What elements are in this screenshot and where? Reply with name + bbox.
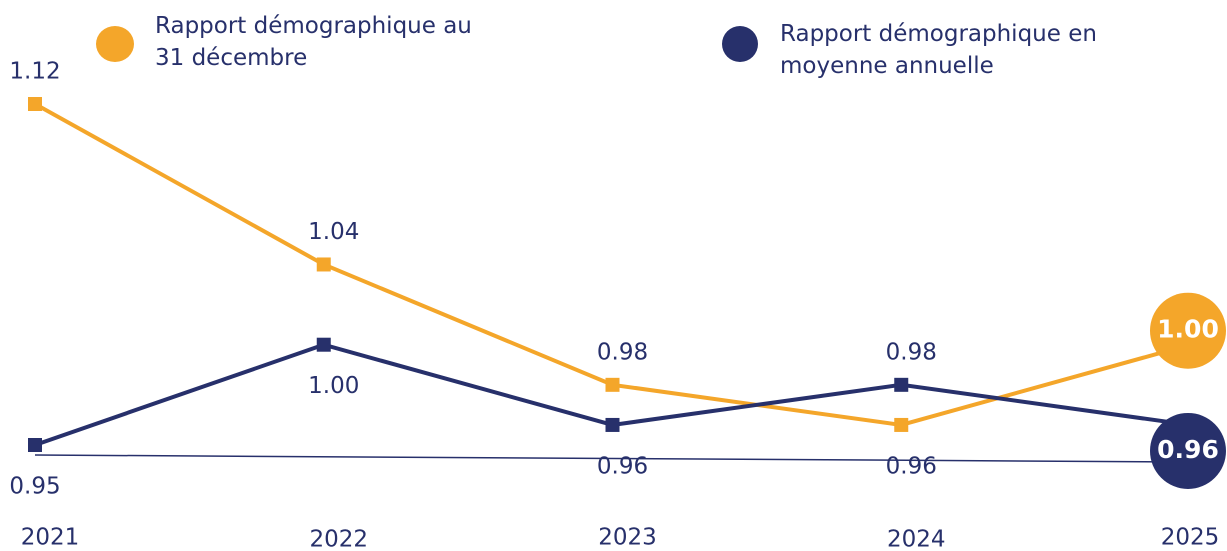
x-axis [34,454,1191,463]
highlight-dot [1150,292,1226,369]
marker [28,97,42,111]
data-label: 1.12 [9,59,60,85]
x-tick-label: 2023 [598,525,657,551]
data-label: 0.98 [597,339,648,365]
data-label: 1.00 [308,373,359,399]
marker [894,377,909,392]
data-label: 0.96 [886,453,937,479]
data-label: 0.96 [1157,435,1219,464]
line [34,102,1191,427]
data-label: 0.98 [886,339,937,365]
legend-dot [722,26,758,62]
marker [28,438,42,452]
marker [316,257,331,272]
highlight-dot [1150,412,1226,489]
data-label: 0.96 [597,453,648,479]
x-tick-label: 2021 [21,525,80,551]
marker [894,417,909,432]
data-label: 0.95 [9,474,60,500]
legend-entry: Rapport démographique au 31 décembre [155,13,472,71]
marker [316,337,331,352]
legend-dot [96,26,134,62]
legend-entry: Rapport démographique en moyenne annuell… [780,21,1097,79]
data-label: 1.00 [1157,315,1219,344]
x-tick-label: 2025 [1161,525,1220,551]
x-tick-label: 2022 [309,527,368,551]
data-label: 1.04 [308,219,359,245]
x-tick-label: 2024 [887,527,946,551]
marker [605,417,620,432]
marker [605,377,620,392]
